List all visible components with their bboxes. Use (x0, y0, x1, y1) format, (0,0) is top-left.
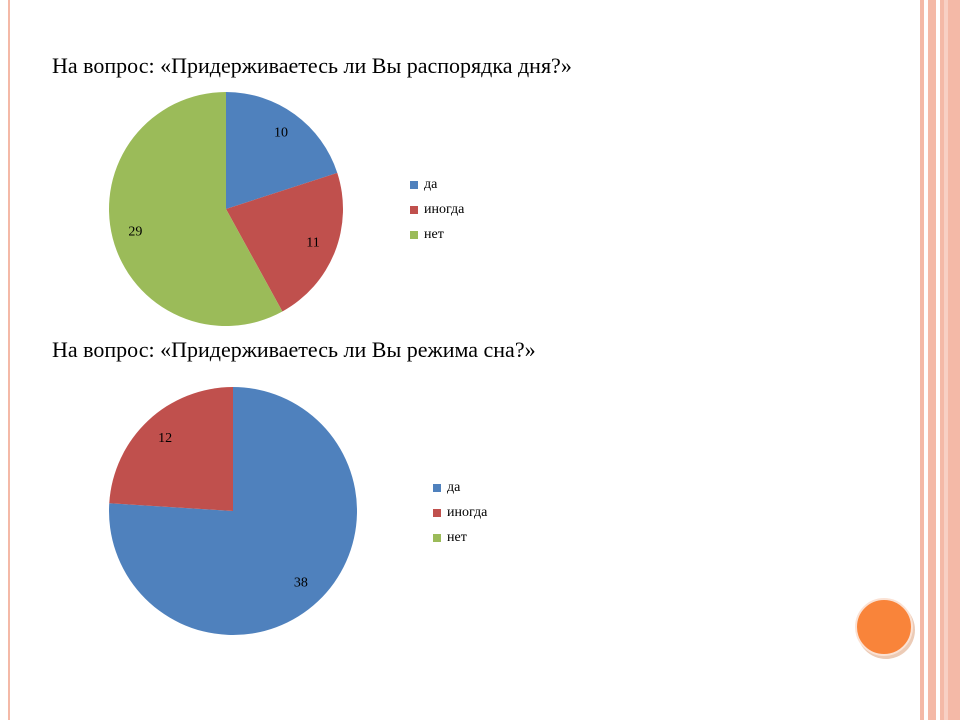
data-label: 12 (158, 431, 172, 446)
data-label: 10 (274, 125, 288, 140)
legend-label: да (424, 177, 438, 192)
legend-swatch (410, 231, 418, 239)
decor-circle (855, 598, 913, 656)
legend-swatch (433, 534, 441, 542)
legend-label: да (447, 480, 461, 495)
legend-swatch (410, 181, 418, 189)
data-label: 29 (128, 224, 142, 239)
legend-label: иногда (424, 202, 465, 217)
legend-swatch (433, 509, 441, 517)
legend-label: нет (447, 530, 467, 545)
stripe (940, 0, 960, 720)
data-label: 11 (306, 236, 319, 251)
legend-label: нет (424, 227, 444, 242)
chart-title: На вопрос: «Придерживаетесь ли Вы режима… (52, 337, 536, 362)
pie-slice (109, 387, 233, 511)
legend-label: иногда (447, 505, 488, 520)
pie-slice (109, 387, 357, 635)
stripe (920, 0, 924, 720)
pie-slice (226, 92, 338, 209)
pie-slice (226, 172, 344, 312)
stripe (928, 0, 936, 720)
stripe (944, 0, 948, 720)
chart-title: На вопрос: «Придерживаетесь ли Вы распор… (52, 53, 572, 78)
pie-slice (109, 92, 283, 326)
legend-swatch (410, 206, 418, 214)
legend-swatch (433, 484, 441, 492)
data-label: 38 (294, 576, 308, 591)
